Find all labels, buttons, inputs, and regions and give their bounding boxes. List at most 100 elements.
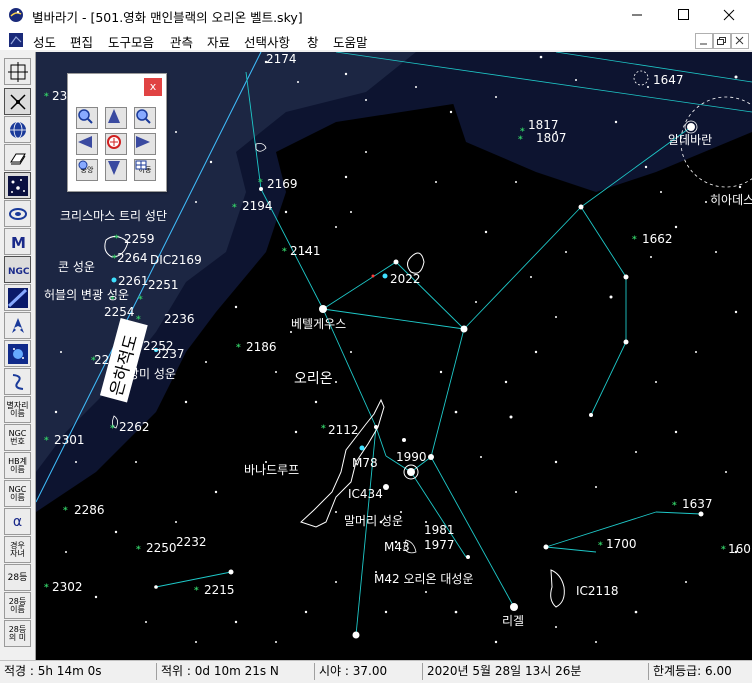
svg-text:2169: 2169 bbox=[267, 177, 298, 191]
deep-sky-button[interactable] bbox=[4, 340, 31, 367]
messier-button[interactable]: M bbox=[4, 228, 31, 255]
svg-text:2301: 2301 bbox=[54, 433, 85, 447]
fov-readout: 시야 : 37.00 bbox=[314, 663, 387, 680]
mdi-minimize-button[interactable] bbox=[695, 33, 713, 49]
navigation-panel: x 중앙 이동 bbox=[67, 73, 167, 192]
galaxy-button[interactable] bbox=[4, 200, 31, 227]
move-button[interactable]: 이동 bbox=[134, 159, 156, 181]
milky-way-button[interactable] bbox=[4, 284, 31, 311]
svg-text:22: 22 bbox=[94, 353, 109, 367]
svg-text:160: 160 bbox=[728, 542, 751, 556]
dec-readout: 적위 : 0d 10m 21s N bbox=[156, 663, 279, 680]
datetime-readout: 2020년 5월 28일 13시 26분 bbox=[422, 663, 581, 680]
compass-icon bbox=[107, 135, 121, 149]
zoom-in-icon bbox=[78, 109, 93, 124]
constellation-lines-button[interactable] bbox=[4, 88, 31, 115]
reset-button[interactable]: 중앙 bbox=[76, 159, 98, 181]
document-icon[interactable] bbox=[8, 32, 24, 48]
sky-chart[interactable]: * * * * * * * * * * * * * * * * * * * * * * * * 은하적도 크리스마스… bbox=[36, 52, 752, 660]
svg-text:1637: 1637 bbox=[682, 497, 713, 511]
svg-text:*: * bbox=[110, 424, 115, 434]
m42-label: M42 오리온 대성운 bbox=[374, 572, 474, 586]
crosshair-icon bbox=[7, 61, 28, 82]
svg-text:2262: 2262 bbox=[119, 420, 150, 434]
reset-label: 중앙 bbox=[80, 165, 94, 174]
ecliptic-icon bbox=[12, 373, 23, 390]
mag28-button[interactable]: 28등 bbox=[4, 564, 31, 591]
arrow-up-icon bbox=[108, 109, 120, 123]
svg-text:*: * bbox=[721, 545, 726, 555]
svg-text:*: * bbox=[138, 295, 143, 305]
svg-text:2254: 2254 bbox=[104, 305, 135, 319]
constellation-name-button[interactable]: 별자리 이름 bbox=[4, 396, 31, 423]
starfield-icon bbox=[7, 175, 28, 196]
menu-edit[interactable]: 편집 bbox=[70, 35, 94, 50]
minimize-icon bbox=[632, 14, 642, 16]
menu-chart[interactable]: 성도 bbox=[33, 35, 57, 50]
mdi-restore-button[interactable] bbox=[713, 33, 731, 49]
svg-text:2252: 2252 bbox=[143, 339, 174, 353]
mag28-name-button[interactable]: 28등 이름 bbox=[4, 592, 31, 619]
minimize-button[interactable] bbox=[614, 0, 660, 30]
print-button[interactable] bbox=[4, 144, 31, 171]
hb-name-button[interactable]: HB계 이름 bbox=[4, 452, 31, 479]
stars-button[interactable] bbox=[4, 172, 31, 199]
rocket-button[interactable] bbox=[4, 312, 31, 339]
rosette-label: 장미 성운 bbox=[128, 367, 176, 381]
alpha-button[interactable]: α bbox=[4, 508, 31, 535]
book-icon bbox=[9, 153, 26, 164]
title-bar: 별바라기 - [501.영화 맨인블랙의 오리온 벨트.sky] bbox=[0, 0, 752, 30]
cone-nebula-label: 콘 성운 bbox=[58, 260, 95, 274]
menu-data[interactable]: 자료 bbox=[207, 35, 231, 50]
grid-label: 경우 자녀 bbox=[10, 540, 25, 558]
menu-window[interactable]: 창 bbox=[307, 35, 319, 50]
svg-text:1807: 1807 bbox=[536, 131, 567, 145]
svg-text:*: * bbox=[236, 343, 241, 353]
close-icon bbox=[735, 36, 744, 45]
svg-text:2261: 2261 bbox=[118, 274, 149, 288]
menu-observe[interactable]: 관측 bbox=[170, 35, 194, 50]
svg-text:*: * bbox=[136, 315, 141, 325]
grid-button[interactable]: 경우 자녀 bbox=[4, 536, 31, 563]
ngc-button[interactable]: NGC bbox=[4, 256, 31, 283]
zoom-out-button[interactable] bbox=[134, 107, 156, 129]
pan-right-button[interactable] bbox=[134, 133, 156, 155]
maximize-button[interactable] bbox=[660, 0, 706, 30]
zoom-out-icon bbox=[136, 109, 151, 124]
ic2118-label: IC2118 bbox=[576, 584, 618, 598]
svg-text:2237: 2237 bbox=[154, 347, 185, 361]
menu-tools[interactable]: 도구모음 bbox=[108, 35, 155, 50]
pan-left-button[interactable] bbox=[76, 133, 98, 155]
pan-up-button[interactable] bbox=[105, 107, 127, 129]
ecliptic-button[interactable] bbox=[4, 368, 31, 395]
aldebaran-label: 알데바란 bbox=[668, 133, 712, 147]
left-toolbar: M NGC 별자리 이름 NGC 번호 HB계 이름 NGC 이름 α 경우 자… bbox=[0, 52, 36, 660]
rocket-icon bbox=[11, 317, 24, 333]
sky-labels: 크리스마스 트리 성단 콘 성운 허블의 변광 성운 베텔게우스 오리온 바나드… bbox=[44, 52, 752, 628]
barnard-loop-label: 바나드루프 bbox=[244, 463, 299, 477]
mag28-meaning-button[interactable]: 28등 의 미 bbox=[4, 620, 31, 647]
mdi-close-button[interactable] bbox=[731, 33, 749, 49]
menu-bar: 성도 편집 도구모음 관측 자료 선택사항 창 도움말 bbox=[0, 30, 752, 50]
svg-text:2259: 2259 bbox=[124, 232, 155, 246]
close-window-button[interactable] bbox=[706, 0, 752, 30]
globe-button[interactable] bbox=[4, 116, 31, 143]
zoom-in-button[interactable] bbox=[76, 107, 98, 129]
svg-text:*: * bbox=[232, 203, 237, 213]
ngc-number-button[interactable]: NGC 번호 bbox=[4, 424, 31, 451]
panel-close-button[interactable]: x bbox=[144, 78, 162, 96]
center-button[interactable] bbox=[105, 133, 127, 155]
ngc-number-label: NGC 번호 bbox=[8, 428, 27, 446]
mag28-name-label: 28등 이름 bbox=[8, 596, 27, 614]
pan-down-button[interactable] bbox=[105, 159, 127, 181]
svg-text:*: * bbox=[672, 501, 677, 511]
christmas-tree-label: 크리스마스 트리 성단 bbox=[60, 209, 167, 223]
menu-help[interactable]: 도움말 bbox=[333, 35, 368, 50]
rigel-label: 리겔 bbox=[502, 614, 524, 628]
select-tool-button[interactable] bbox=[4, 58, 31, 85]
ngc-icon: NGC bbox=[8, 267, 29, 277]
minimize-icon bbox=[700, 43, 707, 45]
svg-text:23: 23 bbox=[52, 89, 67, 103]
ngc-name-button[interactable]: NGC 이름 bbox=[4, 480, 31, 507]
menu-options[interactable]: 선택사항 bbox=[244, 35, 291, 50]
